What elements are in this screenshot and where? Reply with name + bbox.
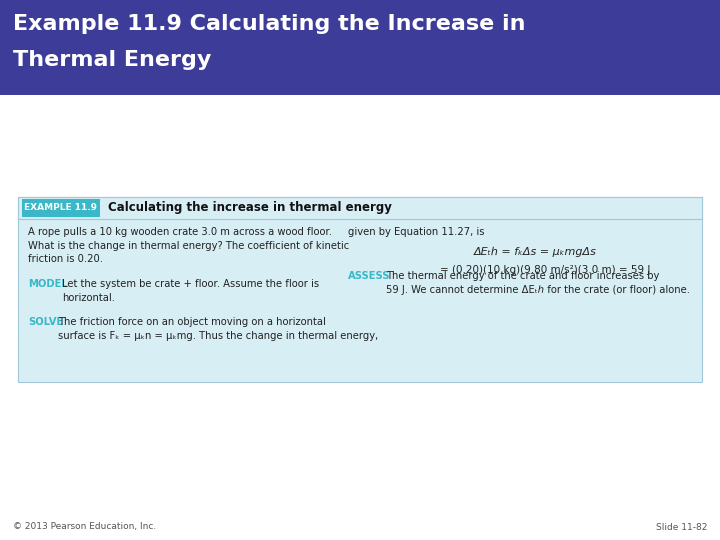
Text: given by Equation 11.27, is: given by Equation 11.27, is — [348, 227, 485, 237]
Text: The thermal energy of the crate and floor increases by
59 J. We cannot determine: The thermal energy of the crate and floo… — [386, 271, 690, 295]
FancyBboxPatch shape — [18, 197, 702, 382]
FancyBboxPatch shape — [22, 199, 100, 217]
FancyBboxPatch shape — [18, 197, 702, 219]
Text: ΔEₜℎ = fₖΔs = μₖmgΔs: ΔEₜℎ = fₖΔs = μₖmgΔs — [474, 247, 596, 257]
Text: Calculating the increase in thermal energy: Calculating the increase in thermal ener… — [108, 201, 392, 214]
Text: Thermal Energy: Thermal Energy — [13, 50, 212, 70]
Text: MODEL: MODEL — [28, 279, 68, 289]
Text: Example 11.9 Calculating the Increase in: Example 11.9 Calculating the Increase in — [13, 14, 526, 34]
Text: A rope pulls a 10 kg wooden crate 3.0 m across a wood floor.
What is the change : A rope pulls a 10 kg wooden crate 3.0 m … — [28, 227, 349, 264]
Text: SOLVE: SOLVE — [28, 317, 63, 327]
Text: ASSESS: ASSESS — [348, 271, 390, 281]
Text: = (0.20)(10 kg)(9.80 m/s²)(3.0 m) = 59 J: = (0.20)(10 kg)(9.80 m/s²)(3.0 m) = 59 J — [440, 265, 650, 275]
Text: The friction force on an object moving on a horizontal
surface is Fₖ = μₖn = μₖm: The friction force on an object moving o… — [58, 317, 378, 341]
Text: EXAMPLE 11.9: EXAMPLE 11.9 — [24, 204, 97, 213]
Text: Let the system be crate + floor. Assume the floor is
horizontal.: Let the system be crate + floor. Assume … — [62, 279, 319, 302]
Text: Slide 11-82: Slide 11-82 — [656, 523, 707, 531]
Text: © 2013 Pearson Education, Inc.: © 2013 Pearson Education, Inc. — [13, 523, 156, 531]
Bar — [0, 0, 720, 95]
